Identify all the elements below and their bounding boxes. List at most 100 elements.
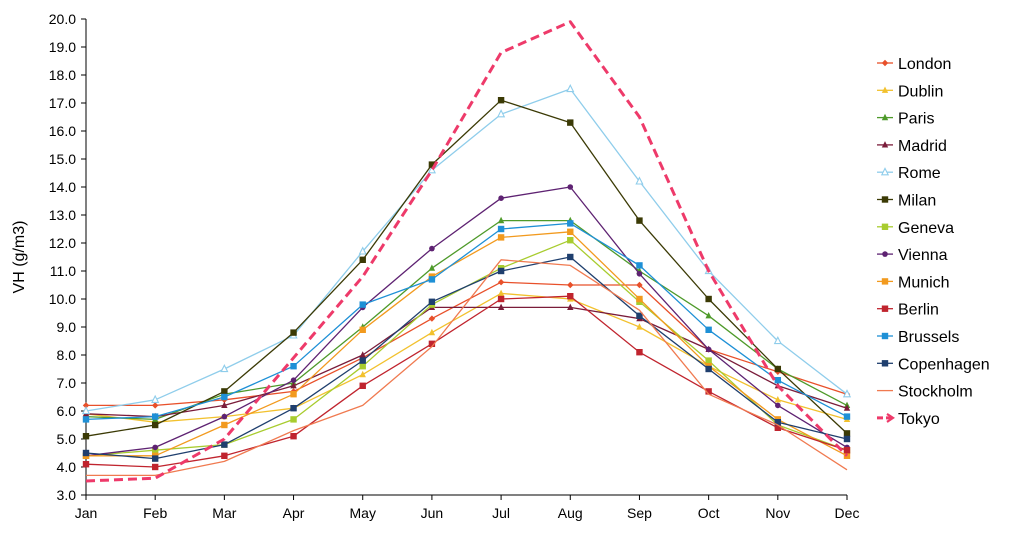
legend-label: Madrid <box>898 138 947 155</box>
data-point-brussels <box>567 220 574 227</box>
data-point-copenhagen <box>705 365 712 373</box>
data-point-brussels <box>705 326 712 333</box>
legend-item-geneva: Geneva <box>877 220 954 237</box>
data-point-london <box>636 281 643 289</box>
y-tick-label: 19.0 <box>49 39 76 55</box>
data-point-berlin <box>774 424 782 431</box>
series-line-stockholm <box>86 259 848 477</box>
data-point-milan <box>151 421 159 429</box>
series-tokyo <box>85 20 849 483</box>
legend-marker <box>881 223 889 230</box>
data-point-berlin <box>497 295 505 303</box>
y-tick-label: 4.0 <box>57 459 77 475</box>
y-axis-title: VH (g/m3) <box>11 221 28 294</box>
data-point-berlin <box>82 461 90 468</box>
y-tick-label: 16.0 <box>49 123 76 139</box>
series-line-munich <box>86 231 848 457</box>
y-tick-label: 11.0 <box>50 263 76 279</box>
data-point-copenhagen <box>290 405 297 412</box>
data-point-berlin <box>428 340 436 347</box>
data-point-berlin <box>705 388 712 395</box>
data-point-milan <box>774 365 782 373</box>
legend-marker <box>881 360 889 367</box>
legend-item-milan: Milan <box>877 193 936 210</box>
data-point-brussels <box>82 416 90 423</box>
data-point-brussels <box>290 363 297 370</box>
y-tick-label: 3.0 <box>57 487 77 503</box>
legend-label: Berlin <box>898 302 939 319</box>
data-point-madrid <box>843 404 851 411</box>
y-tick-label: 12.0 <box>49 235 76 251</box>
y-tick-label: 7.0 <box>57 375 77 391</box>
data-point-vienna <box>221 413 228 420</box>
data-point-dublin <box>428 328 436 336</box>
data-point-madrid <box>221 401 228 408</box>
data-point-berlin <box>151 463 159 471</box>
data-point-milan <box>82 433 90 440</box>
legend-item-rome: Rome <box>877 165 941 182</box>
data-point-rome <box>220 363 229 373</box>
data-point-milan <box>636 217 643 224</box>
data-point-geneva <box>151 447 159 454</box>
data-point-rome <box>773 335 782 345</box>
y-tick-label: 10.0 <box>49 291 76 307</box>
legend-item-copenhagen: Copenhagen <box>877 356 990 373</box>
legend-item-madrid: Madrid <box>877 138 947 155</box>
data-point-milan <box>567 119 574 126</box>
data-point-london <box>151 402 159 409</box>
series-munich <box>82 228 851 459</box>
data-point-milan <box>428 161 436 168</box>
data-point-berlin <box>359 382 366 389</box>
data-point-rome <box>566 83 575 93</box>
series-line-vienna <box>85 186 848 457</box>
legend-label: Brussels <box>898 329 959 346</box>
legend-item-dublin: Dublin <box>877 83 943 100</box>
data-point-brussels <box>359 301 366 308</box>
data-point-brussels <box>151 413 159 420</box>
data-point-munich <box>359 326 366 333</box>
data-point-berlin <box>221 452 228 459</box>
series-layer <box>81 20 852 483</box>
data-point-rome <box>635 176 644 185</box>
y-tick-label: 18.0 <box>49 67 76 83</box>
data-point-milan <box>290 329 297 336</box>
data-point-vienna <box>498 195 504 201</box>
series-line-rome <box>85 88 848 412</box>
legend-label: Munich <box>898 274 950 291</box>
x-tick-label: Jan <box>75 505 98 521</box>
data-point-munich <box>221 421 228 429</box>
data-point-rome <box>358 246 367 255</box>
data-point-dublin <box>497 289 505 296</box>
series-vienna <box>83 184 850 459</box>
data-point-geneva <box>705 357 712 364</box>
data-point-rome <box>151 394 160 403</box>
data-point-london <box>428 315 436 322</box>
data-point-london <box>82 402 90 409</box>
series-paris <box>82 216 851 422</box>
data-point-copenhagen <box>359 357 366 364</box>
data-point-vienna <box>290 377 297 384</box>
series-line-tokyo <box>85 20 849 483</box>
legend-marker <box>881 278 889 285</box>
data-point-geneva <box>359 363 366 370</box>
data-point-munich <box>636 295 643 303</box>
data-point-paris <box>428 264 436 271</box>
data-point-vienna <box>567 184 574 190</box>
data-point-london <box>497 279 505 286</box>
x-tick-label: May <box>350 505 376 521</box>
data-point-copenhagen <box>82 449 90 457</box>
y-tick-label: 9.0 <box>57 319 77 335</box>
data-point-brussels <box>843 413 851 420</box>
legend-label: Dublin <box>898 83 943 100</box>
legend-item-paris: Paris <box>877 111 934 128</box>
legend-marker <box>880 167 890 176</box>
x-tick-label: Oct <box>698 505 720 521</box>
y-tick-label: 6.0 <box>57 403 77 419</box>
data-point-madrid <box>567 303 574 310</box>
legend-label: Tokyo <box>898 411 940 428</box>
x-tick-label: Nov <box>765 505 790 521</box>
legend-item-vienna: Vienna <box>877 247 948 264</box>
data-point-copenhagen <box>428 298 436 305</box>
data-point-copenhagen <box>636 312 643 319</box>
legend-label: Milan <box>898 193 936 210</box>
